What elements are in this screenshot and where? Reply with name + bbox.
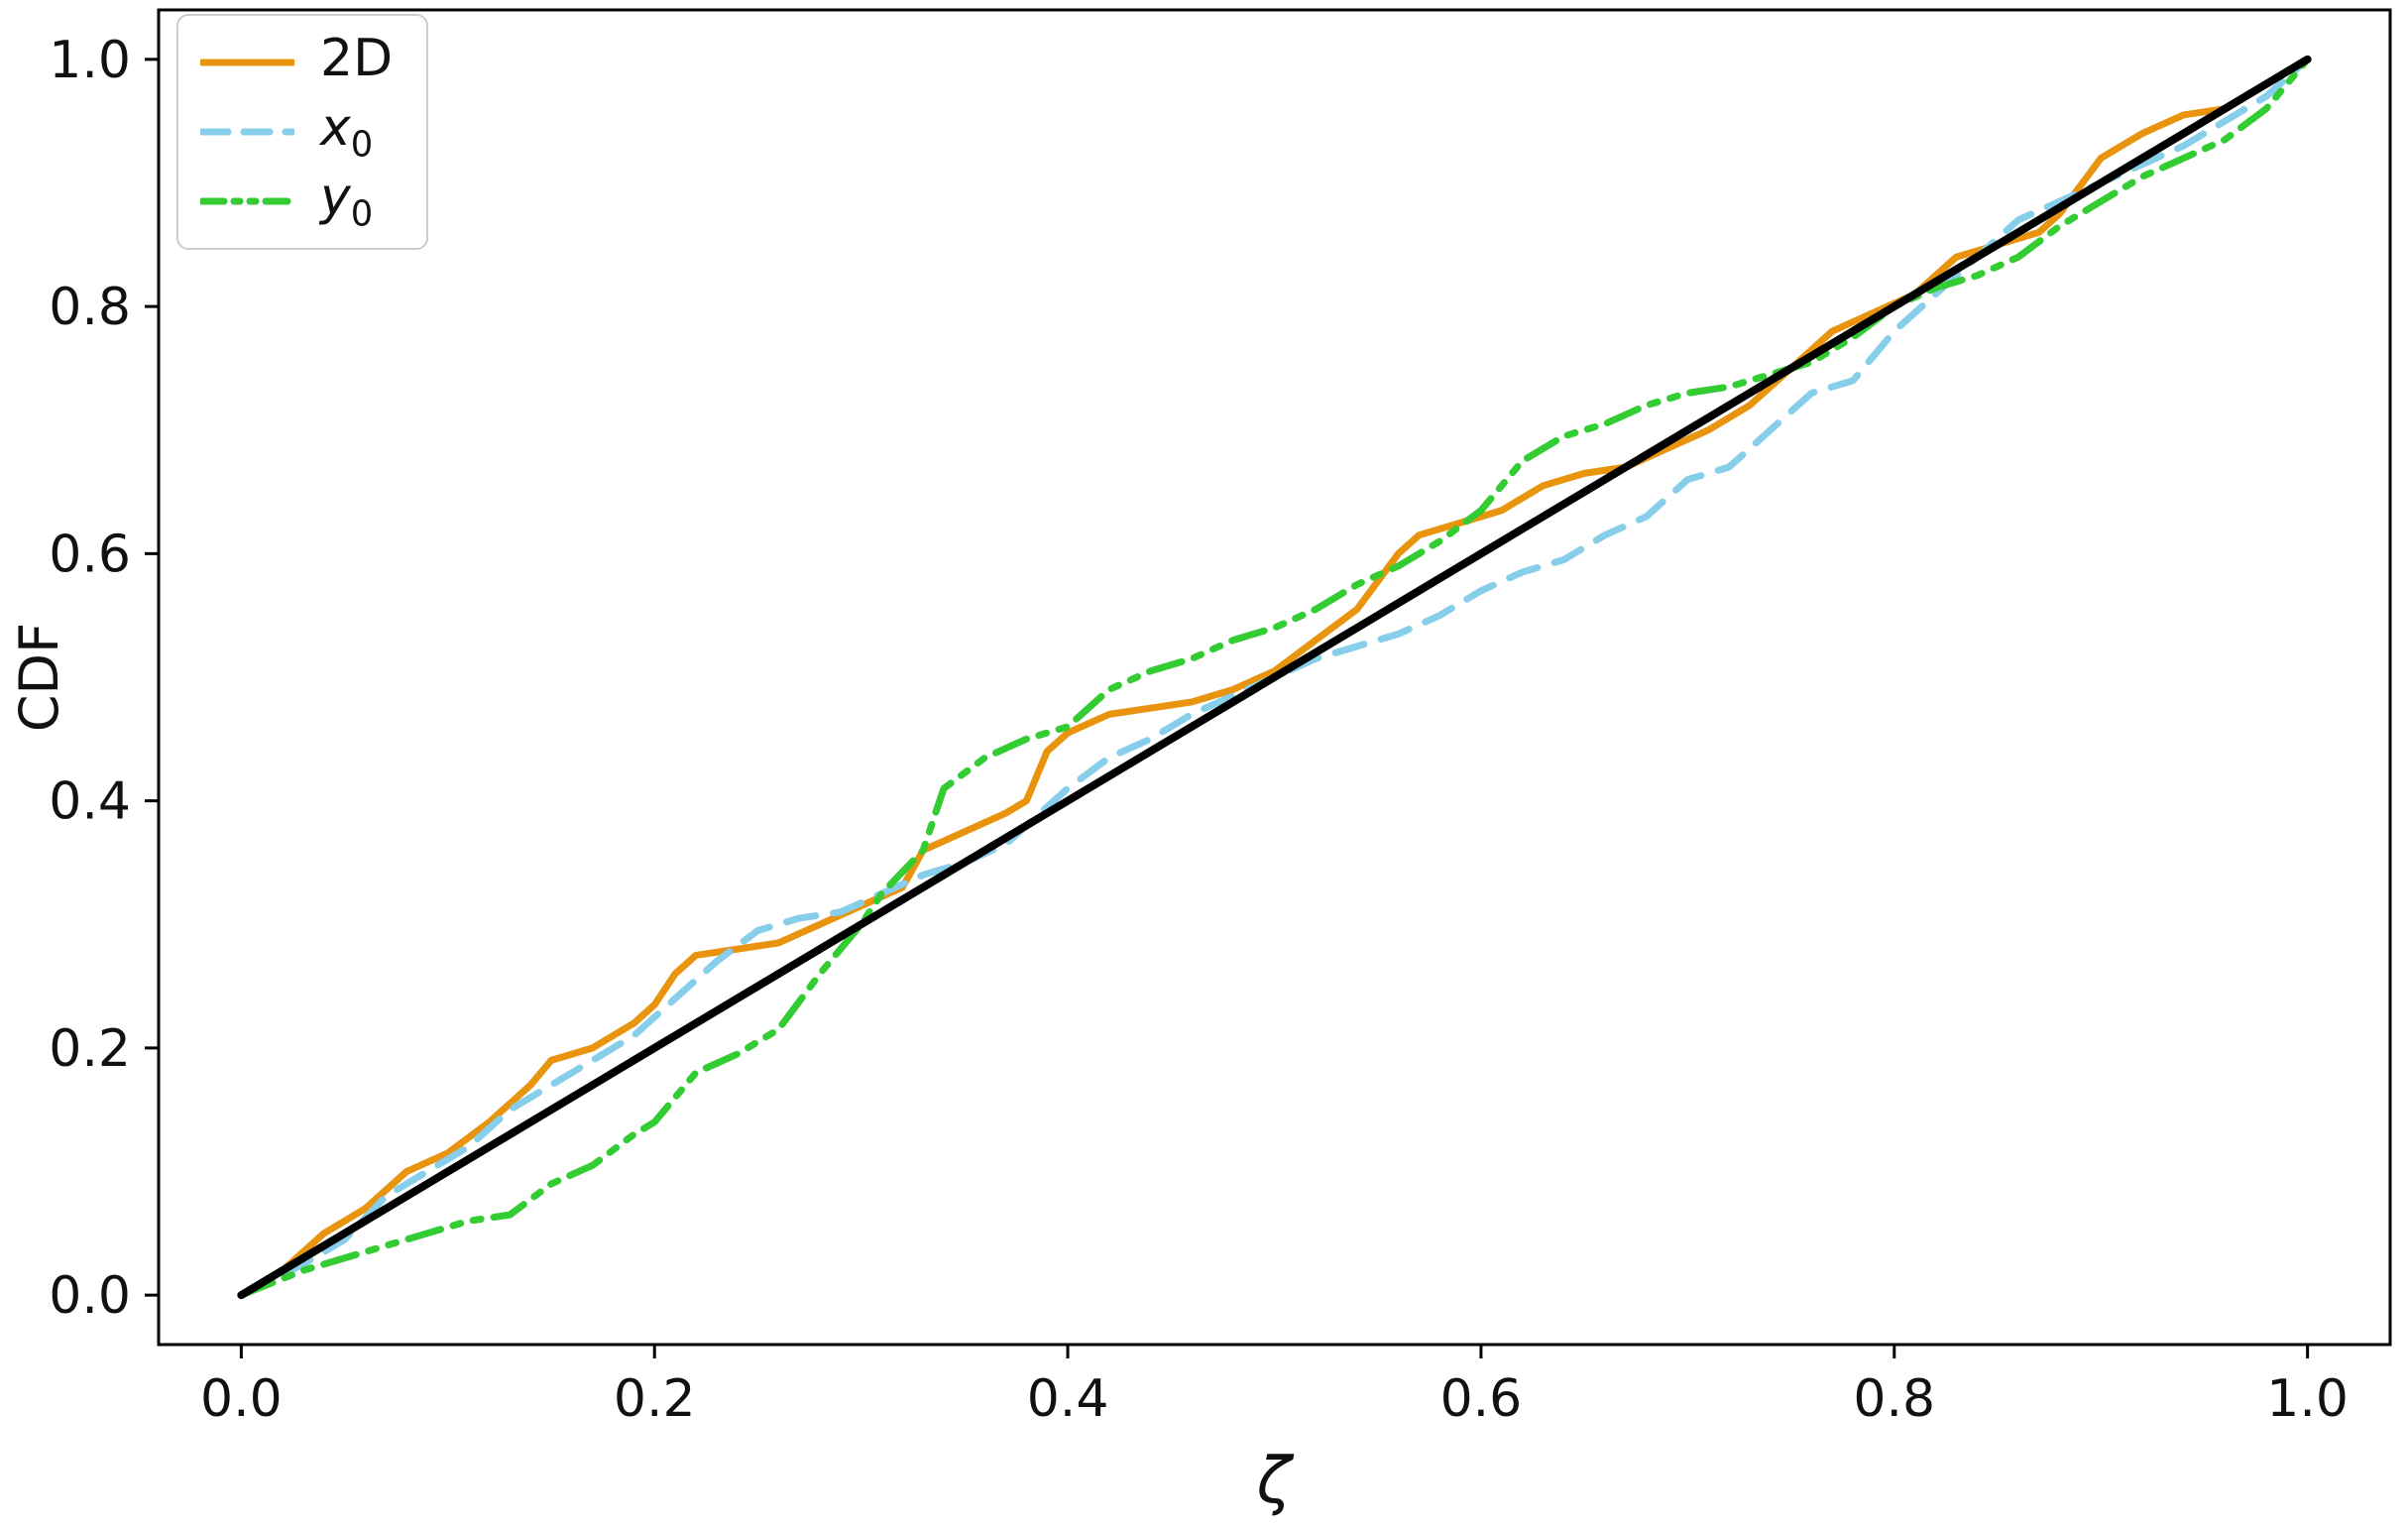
legend: 2D x0 y0 xyxy=(176,14,429,250)
y-tick-label: 0.6 xyxy=(49,525,131,584)
legend-label-2d: 2D xyxy=(320,28,394,88)
y-axis-label: CDF xyxy=(8,622,70,733)
x-tick-label: 0.2 xyxy=(614,1369,696,1429)
x-tick-label: 0.8 xyxy=(1853,1369,1935,1429)
reference-line xyxy=(237,55,2312,1300)
legend-label-x0: x0 xyxy=(320,97,374,166)
x-tick-label: 0.4 xyxy=(1027,1369,1109,1429)
legend-item-x0: x0 xyxy=(200,97,393,166)
legend-line-sample-x0 xyxy=(200,128,294,136)
series-line-y0 xyxy=(237,56,2312,1299)
y-tick-label: 0.8 xyxy=(49,278,131,337)
legend-line-sample-y0 xyxy=(200,197,294,205)
x-tick-label: 1.0 xyxy=(2266,1369,2349,1429)
legend-item-2d: 2D xyxy=(200,28,394,91)
y-tick-label: 1.0 xyxy=(49,31,131,90)
legend-label-y0: y0 xyxy=(320,167,374,235)
x-axis-label: ζ xyxy=(1256,1445,1292,1518)
x-tick-label: 0.0 xyxy=(200,1369,283,1429)
y-tick-label: 0.4 xyxy=(49,772,131,832)
series-line-2D xyxy=(237,56,2312,1299)
y-tick-label: 0.0 xyxy=(49,1266,131,1326)
plot-frame xyxy=(157,8,2392,1347)
x-tick-label: 0.6 xyxy=(1440,1369,1523,1429)
legend-item-y0: y0 xyxy=(200,167,393,235)
legend-line-sample-2d xyxy=(200,59,294,66)
y-tick-label: 0.2 xyxy=(49,1019,131,1079)
